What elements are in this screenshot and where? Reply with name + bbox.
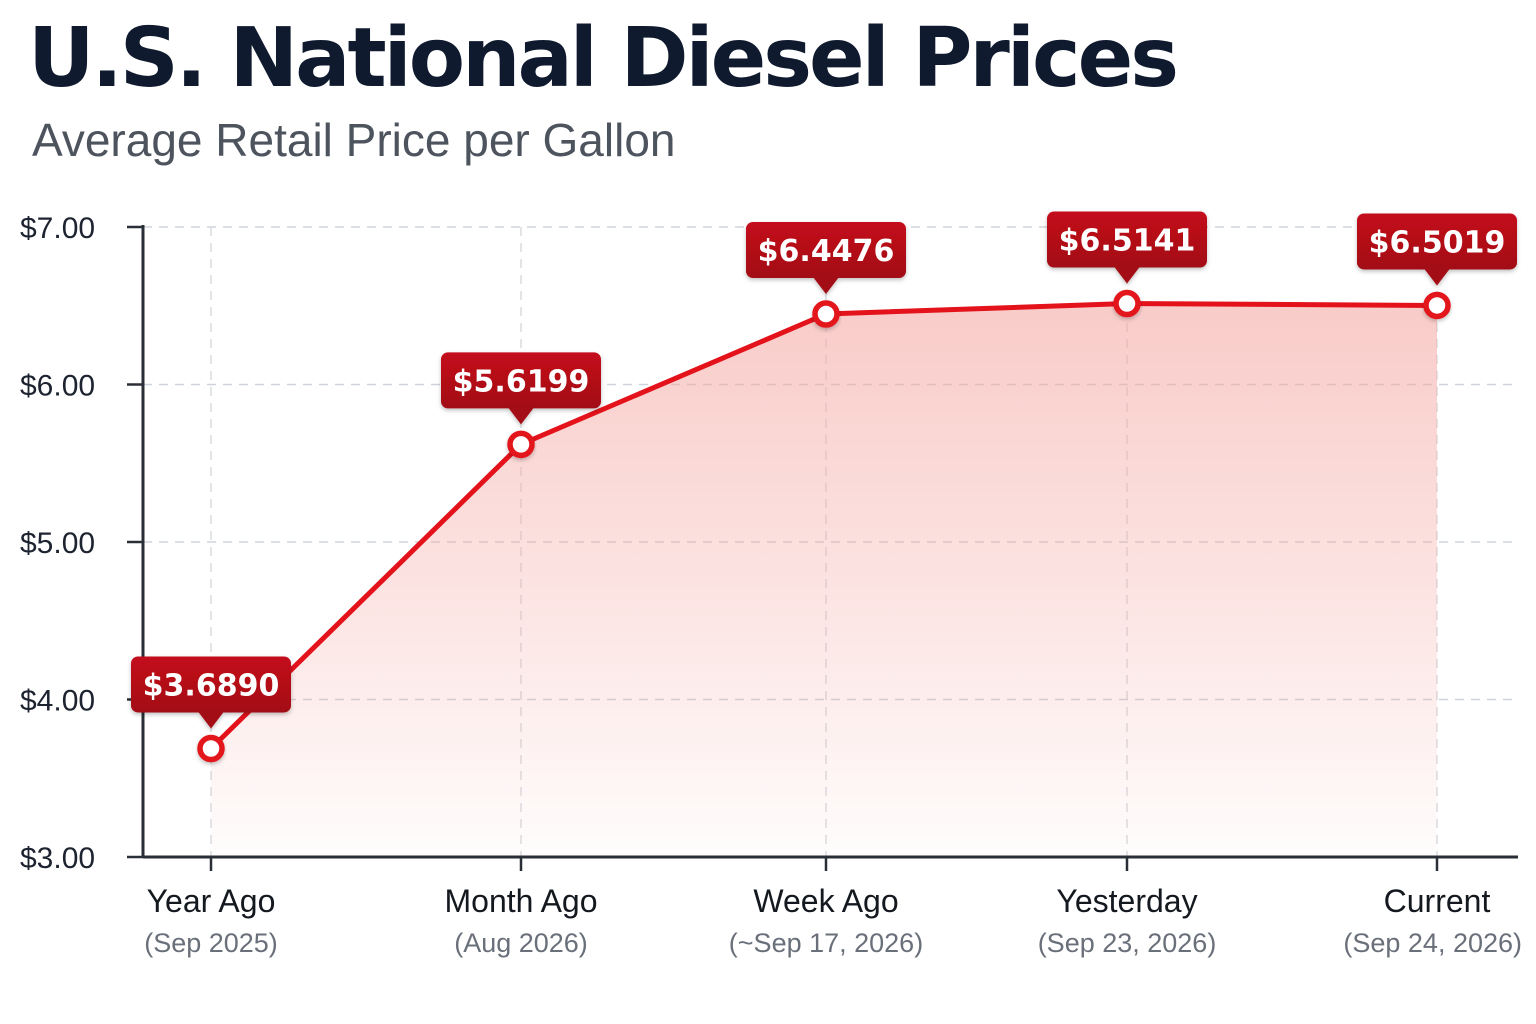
data-point	[507, 430, 535, 459]
data-label-callout: $6.5019	[1357, 213, 1517, 286]
data-label-pointer	[508, 407, 534, 425]
data-label-box	[746, 222, 906, 279]
data-label-callout: $6.4476	[746, 222, 906, 295]
data-label-box	[441, 352, 601, 409]
x-category-sublabel: (Aug 2026)	[454, 928, 588, 958]
label-layer: $3.6890 $5.6199 $6.4476 $6.5141 $6.5019	[131, 211, 1517, 729]
data-label-pointer	[1424, 268, 1450, 286]
x-category-sublabel: (~Sep 17, 2026)	[729, 928, 923, 958]
data-label-pointer	[198, 711, 224, 729]
data-label-box	[131, 656, 291, 713]
page-subtitle: Average Retail Price per Gallon	[32, 114, 676, 166]
line-layer	[197, 289, 1451, 763]
x-category-label: Month Ago	[445, 883, 598, 919]
data-label: $5.6199	[453, 364, 590, 399]
x-category-label: Week Ago	[753, 883, 898, 919]
data-label-box	[1047, 211, 1207, 268]
data-label-callout: $5.6199	[441, 352, 601, 425]
data-label-callout: $3.6890	[131, 656, 291, 729]
y-tick-label: $6.00	[20, 370, 95, 403]
data-label: $6.5019	[1369, 225, 1506, 260]
axis-layer: $3.00 $4.00 $5.00 $6.00 $7.00 Year Ago (Sep 20…	[20, 212, 1522, 958]
x-category-label: Yesterday	[1056, 883, 1197, 919]
data-label-pointer	[813, 277, 839, 295]
x-category-label: Year Ago	[147, 883, 276, 919]
data-label: $3.6890	[143, 668, 280, 703]
data-label: $6.4476	[758, 234, 895, 269]
data-label-box	[1357, 213, 1517, 270]
data-point	[197, 734, 225, 763]
x-category-label: Current	[1384, 883, 1491, 919]
data-label-pointer	[1114, 266, 1140, 284]
area-fill	[211, 303, 1437, 857]
data-point	[1113, 289, 1141, 318]
x-category-sublabel: (Sep 2025)	[144, 928, 278, 958]
data-point	[1423, 291, 1451, 320]
y-tick-label: $5.00	[20, 527, 95, 560]
area-layer	[211, 303, 1437, 857]
page-title: U.S. National Diesel Prices	[28, 11, 1179, 106]
x-category-sublabel: (Sep 23, 2026)	[1038, 928, 1217, 958]
y-tick-label: $7.00	[20, 212, 95, 245]
data-point	[812, 300, 840, 328]
data-label: $6.5141	[1059, 224, 1196, 259]
y-tick-label: $4.00	[20, 685, 95, 718]
y-tick-label: $3.00	[20, 842, 95, 875]
x-category-sublabel: (Sep 24, 2026)	[1343, 928, 1522, 958]
data-label-callout: $6.5141	[1047, 211, 1207, 284]
